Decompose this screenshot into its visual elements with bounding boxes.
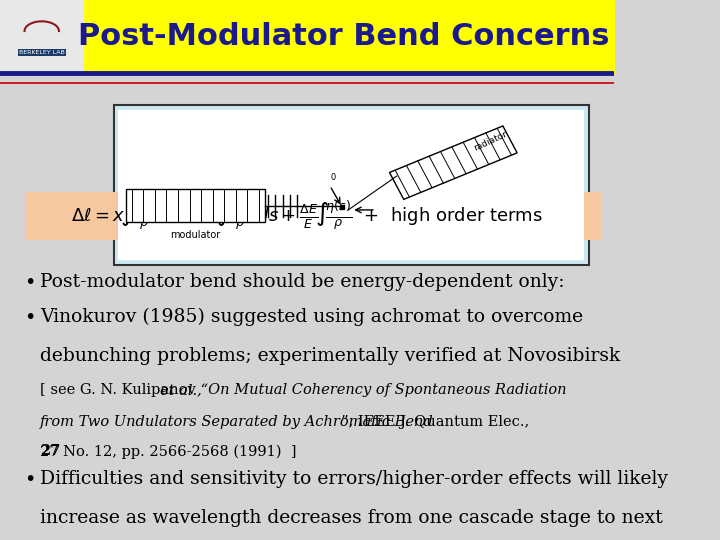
Text: debunching problems; experimentally verified at Novosibirsk: debunching problems; experimentally veri… — [40, 347, 620, 364]
Text: radiator: radiator — [472, 130, 508, 153]
Text: modulator: modulator — [170, 230, 220, 240]
Text: $\Delta\ell = x\!\int\!\frac{C(s)}{\rho}\,ds + x'\!\int\!\frac{S(s)}{\rho}\,ds +: $\Delta\ell = x\!\int\!\frac{C(s)}{\rho}… — [71, 200, 543, 232]
Text: Post-modulator bend should be energy-dependent only:: Post-modulator bend should be energy-dep… — [40, 273, 564, 291]
Bar — [126, 190, 265, 222]
Text: Difficulties and sensitivity to errors/higher-order effects will likely: Difficulties and sensitivity to errors/h… — [40, 470, 668, 488]
Bar — [119, 110, 584, 260]
Bar — [24, 192, 601, 240]
Text: 27 No. 12, pp. 2566-2568 (1991)  ]: 27 No. 12, pp. 2566-2568 (1991) ] — [40, 444, 297, 459]
Text: BERKELEY LAB: BERKELEY LAB — [19, 50, 65, 55]
Text: “On Mutual Coherency of Spontaneous Radiation: “On Mutual Coherency of Spontaneous Radi… — [197, 383, 567, 397]
Text: increase as wavelength decreases from one cascade stage to next: increase as wavelength decreases from on… — [40, 509, 662, 526]
Bar — [0, 0, 613, 73]
Text: 27: 27 — [40, 444, 60, 458]
Text: Vinokurov (1985) suggested using achromat to overcome: Vinokurov (1985) suggested using achroma… — [40, 308, 583, 326]
Text: et al.,: et al., — [160, 383, 202, 397]
Text: Post-Modulator Bend Concerns: Post-Modulator Bend Concerns — [78, 22, 609, 51]
Text: ”, IEEE J. Quantum Elec.,: ”, IEEE J. Quantum Elec., — [341, 415, 529, 429]
Text: •: • — [24, 273, 36, 292]
Bar — [0, 0, 83, 73]
Text: from Two Undulators Separated by Achromatic Bend: from Two Undulators Separated by Achroma… — [40, 415, 433, 429]
Text: 0: 0 — [330, 173, 336, 182]
Text: •: • — [24, 308, 36, 327]
Text: [ see G. N. Kulipanov: [ see G. N. Kulipanov — [40, 383, 200, 397]
Bar — [390, 126, 517, 199]
Bar — [114, 105, 589, 265]
Text: •: • — [24, 470, 36, 489]
